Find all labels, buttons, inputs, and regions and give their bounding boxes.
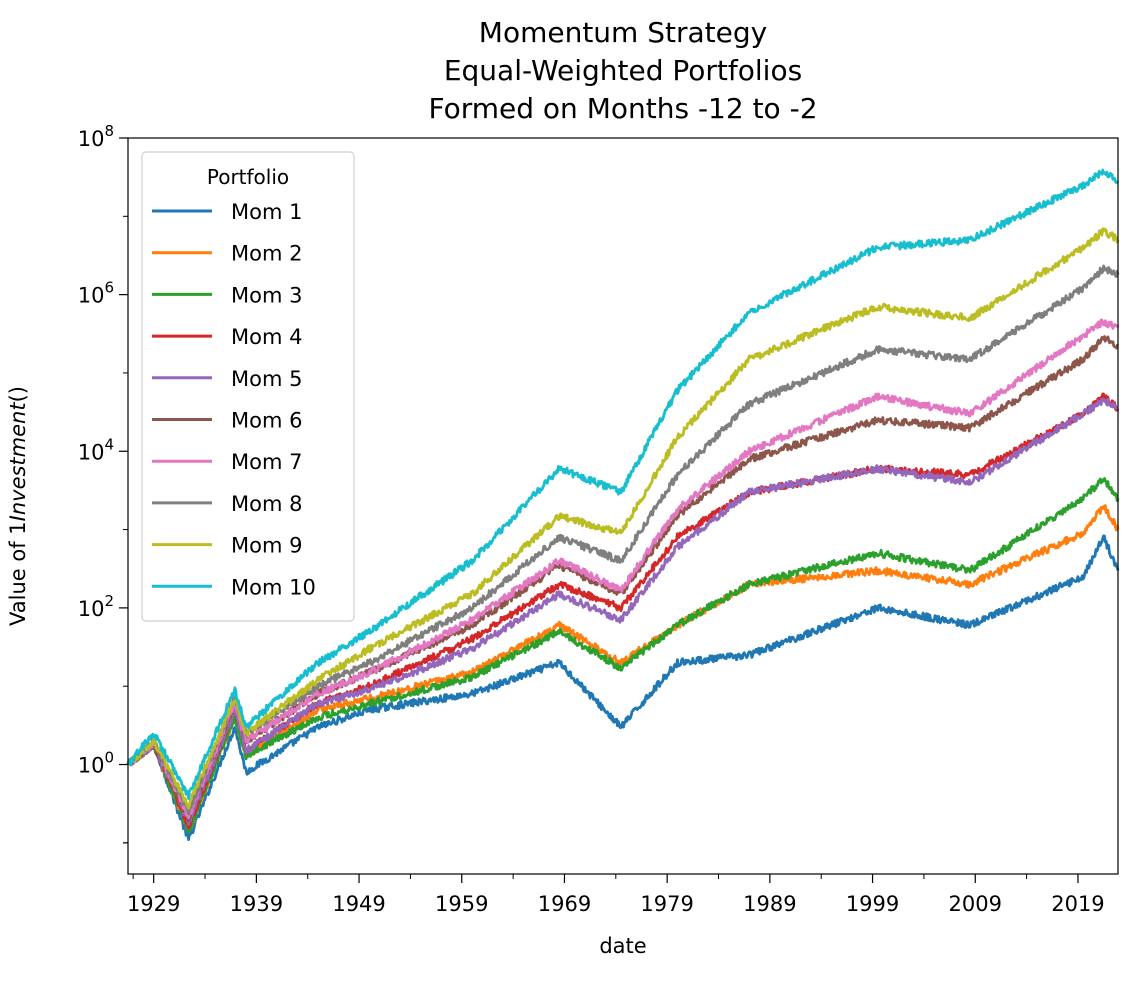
x-tick-label-1969: 1969 (538, 892, 591, 916)
x-tick-label-1959: 1959 (435, 892, 488, 916)
plot-frame (127, 137, 1119, 875)
series-line-5 (126, 397, 1119, 826)
y-tick-label-1e2: 102 (78, 592, 114, 621)
series-line-2 (126, 504, 1120, 834)
x-tick-label-2009: 2009 (949, 892, 1002, 916)
series-line-7 (126, 318, 1120, 820)
y-tick-label-1e4: 104 (78, 435, 114, 464)
legend-label-10: Mom 10 (231, 575, 316, 599)
x-tick-label-1929: 1929 (127, 892, 180, 916)
y-axis-label: Value of 1Investment() (6, 386, 30, 626)
legend-label-9: Mom 9 (231, 534, 302, 558)
legend-label-5: Mom 5 (231, 367, 302, 391)
x-tick-label-2019: 2019 (1051, 892, 1104, 916)
chart-title: Momentum Strategy Equal-Weighted Portfol… (128, 14, 1118, 128)
series-line-9 (126, 227, 1120, 810)
chart-title-line-3: Formed on Months -12 to -2 (428, 92, 818, 125)
y-tick-label-1e8: 108 (78, 122, 114, 151)
series-line-6 (126, 335, 1119, 823)
series-line-1 (126, 534, 1120, 841)
legend-label-6: Mom 6 (231, 409, 302, 433)
y-tick-label-1e0: 100 (78, 749, 114, 778)
legend-title: Portfolio (207, 165, 289, 189)
x-axis-label: date (599, 934, 647, 958)
x-tick-label-1949: 1949 (332, 892, 385, 916)
series-line-3 (126, 477, 1120, 834)
y-tick-label-1e6: 106 (78, 279, 114, 308)
chart-title-line-1: Momentum Strategy (478, 16, 768, 49)
legend-label-2: Mom 2 (231, 242, 302, 266)
series-line-10 (126, 168, 1120, 801)
legend-label-3: Mom 3 (231, 283, 302, 307)
chart-title-line-2: Equal-Weighted Portfolios (443, 54, 803, 87)
x-tick-label-1999: 1999 (846, 892, 899, 916)
x-tick-label-1939: 1939 (230, 892, 283, 916)
legend-label-4: Mom 4 (231, 325, 302, 349)
legend-label-7: Mom 7 (231, 450, 302, 474)
x-tick-label-1989: 1989 (743, 892, 796, 916)
x-tick-label-1979: 1979 (640, 892, 693, 916)
legend-label-8: Mom 8 (231, 492, 302, 516)
legend-label-1: Mom 1 (231, 200, 302, 224)
